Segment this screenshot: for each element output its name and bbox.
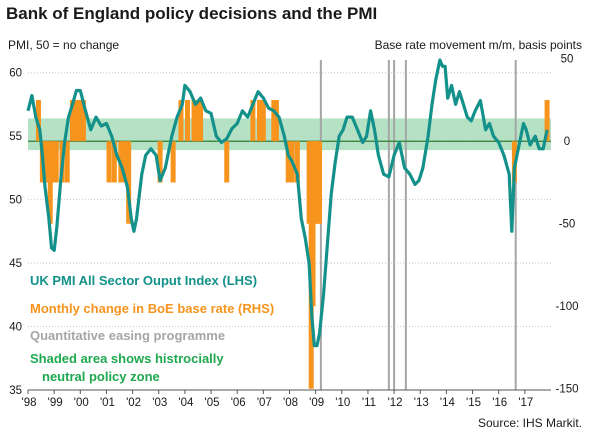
base-rate-bar — [191, 99, 197, 142]
base-rate-bar — [224, 141, 230, 183]
base-rate-bar — [317, 141, 323, 224]
y-right-tick-label: -100 — [555, 301, 578, 313]
y-right-tick-label: -50 — [559, 219, 576, 231]
base-rate-bar — [106, 141, 112, 183]
x-tick-label: '05 — [205, 397, 220, 409]
right-axis-label: Base rate movement m/m, basis points — [374, 38, 582, 52]
legend-item: Monthly change in BoE base rate (RHS) — [30, 301, 274, 316]
x-tick-label: '07 — [257, 397, 272, 409]
base-rate-bar — [250, 99, 256, 142]
y-left-tick-label: 50 — [9, 195, 22, 207]
base-rate-bar — [198, 99, 204, 142]
x-tick-label: '10 — [335, 397, 350, 409]
base-rate-bar — [544, 99, 550, 142]
source-note: Source: IHS Markit. — [477, 416, 582, 430]
legend-item: neutral policy zone — [42, 369, 160, 384]
base-rate-bar — [170, 141, 176, 183]
y-left-tick-label: 45 — [9, 258, 22, 270]
y-right-tick-label: 0 — [564, 136, 570, 148]
base-rate-bar — [64, 141, 70, 183]
base-rate-bar — [178, 99, 184, 142]
legend-item: Quantitative easing programme — [30, 328, 225, 343]
base-rate-bar — [285, 141, 291, 183]
x-tick-label: '02 — [126, 397, 141, 409]
x-tick-label: '00 — [74, 397, 89, 409]
base-rate-bar — [126, 141, 132, 224]
x-tick-label: '13 — [414, 397, 429, 409]
legend-item: Shaded area shows histrocially — [30, 351, 224, 366]
base-rate-bar — [111, 141, 117, 183]
x-tick-label: '08 — [283, 397, 298, 409]
x-tick-label: '09 — [309, 397, 324, 409]
x-tick-label: '98 — [22, 397, 37, 409]
y-left-tick-label: 35 — [9, 385, 22, 397]
base-rate-bar — [185, 99, 191, 142]
base-rate-bar — [45, 141, 51, 183]
base-rate-bar — [273, 99, 279, 142]
x-tick-label: '01 — [100, 397, 115, 409]
x-tick-label: '03 — [152, 397, 167, 409]
base-rate-bar — [194, 99, 200, 142]
left-axis-label: PMI, 50 = no change — [8, 38, 120, 52]
legend-item: UK PMI All Sector Ouput Index (LHS) — [30, 273, 257, 288]
base-rate-bar — [77, 99, 83, 142]
y-left-tick-label: 55 — [9, 131, 22, 143]
x-tick-label: '14 — [440, 397, 456, 409]
x-tick-label: '04 — [178, 397, 194, 409]
base-rate-bar — [69, 99, 75, 142]
x-tick-label: '06 — [231, 397, 246, 409]
x-tick-label: '15 — [466, 397, 481, 409]
base-rate-bar — [73, 99, 79, 142]
base-rate-bar — [294, 141, 300, 183]
base-rate-bar — [42, 141, 48, 183]
pmi-line — [26, 58, 549, 348]
y-right-tick-label: -150 — [555, 384, 578, 396]
base-rate-bar — [80, 99, 86, 142]
base-rate-bar — [47, 141, 53, 224]
base-rate-bar — [260, 99, 266, 142]
x-tick-label: '99 — [48, 397, 63, 409]
x-tick-label: '16 — [492, 397, 507, 409]
base-rate-bar — [157, 141, 163, 183]
base-rate-bar — [53, 141, 59, 183]
y-left-tick-label: 40 — [9, 322, 22, 334]
base-rate-bar — [310, 141, 316, 307]
y-right-tick-label: 50 — [561, 54, 574, 66]
base-rate-bar — [256, 99, 262, 142]
y-left-tick-label: 60 — [9, 68, 22, 80]
base-rate-bar — [271, 99, 277, 142]
x-tick-label: '17 — [518, 397, 533, 409]
x-tick-label: '12 — [388, 397, 403, 409]
x-tick-label: '11 — [362, 397, 376, 409]
chart-title: Bank of England policy decisions and the… — [6, 4, 378, 23]
